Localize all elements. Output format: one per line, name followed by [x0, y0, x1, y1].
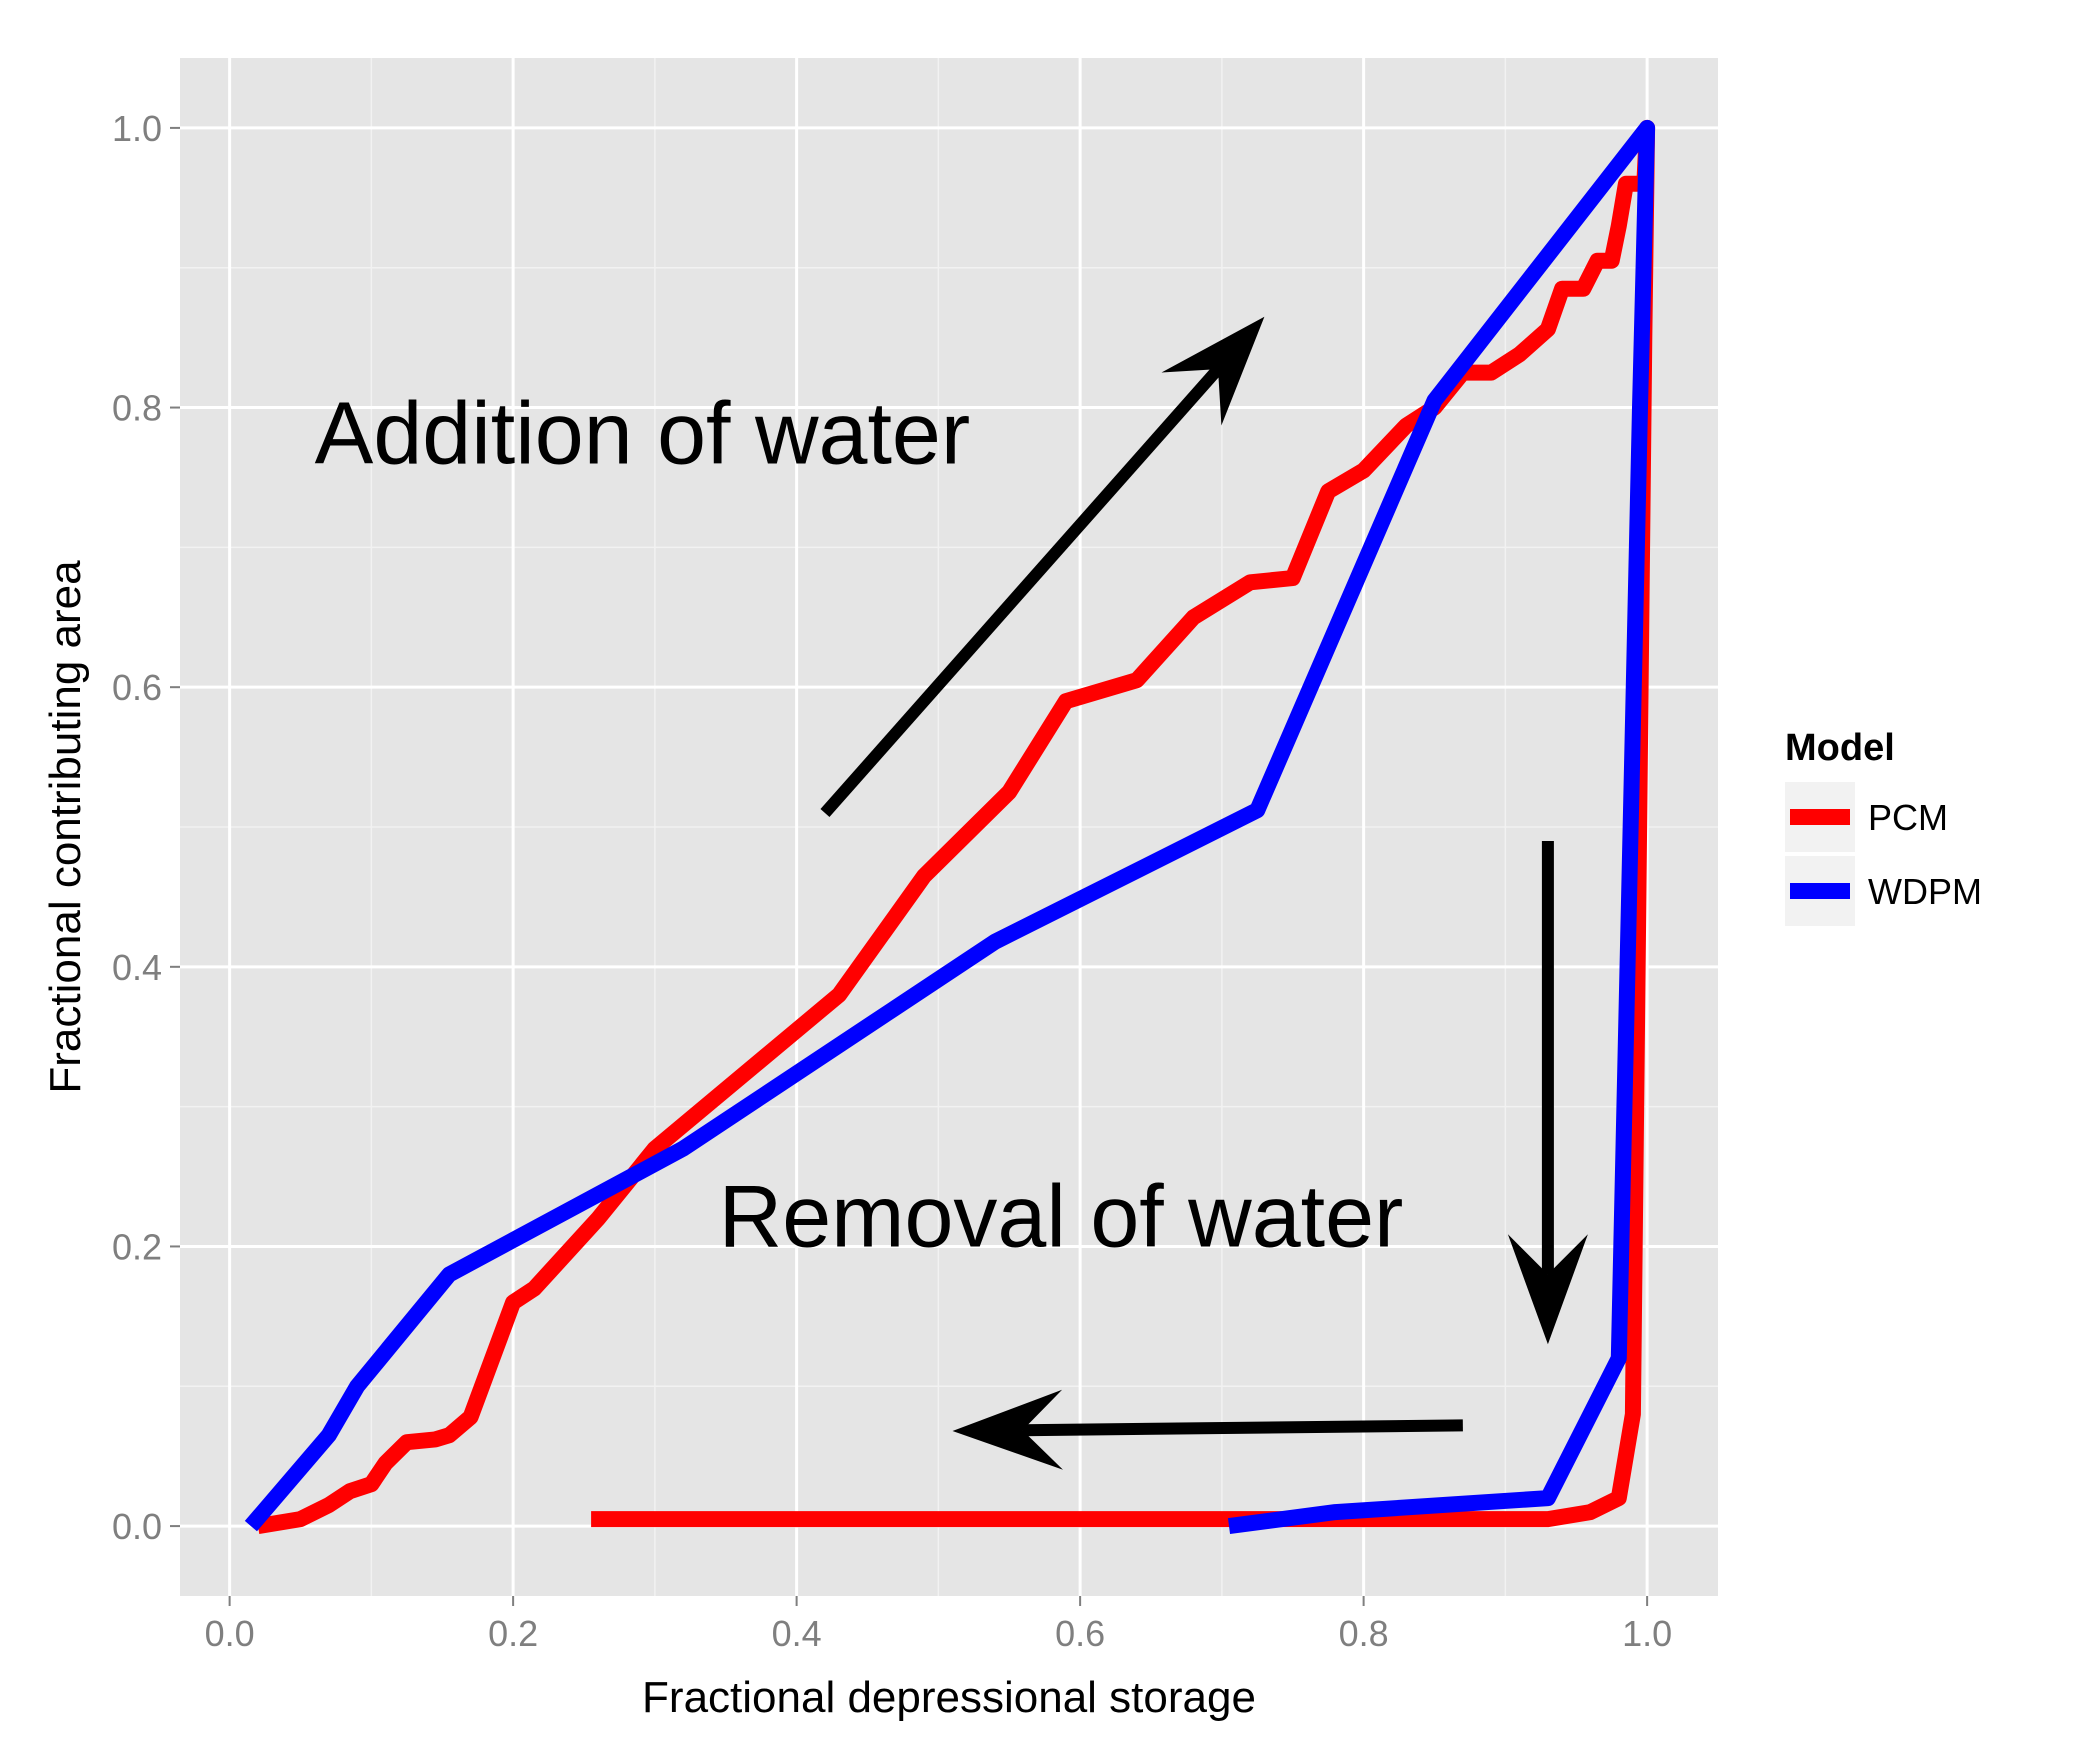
x-tick-label: 0.2	[488, 1613, 538, 1654]
arrow-shaft	[820, 365, 1223, 817]
y-tick-label: 1.0	[112, 108, 162, 149]
y-tick-label: 0.2	[112, 1226, 162, 1267]
arrow-shaft	[1022, 1419, 1463, 1437]
x-tick-label: 0.6	[1055, 1613, 1105, 1654]
annotation-removal: Removal of water	[719, 1166, 1404, 1265]
y-axis-label: Fractional contributing area	[41, 560, 90, 1094]
x-tick-label: 0.8	[1339, 1613, 1389, 1654]
arrow-layer	[820, 316, 1588, 1470]
y-tick-label: 0.8	[112, 388, 162, 429]
x-tick-label: 1.0	[1622, 1613, 1672, 1654]
y-tick-label: 0.6	[112, 667, 162, 708]
arrow-head	[952, 1389, 1063, 1470]
annotation-addition: Addition of water	[315, 383, 971, 482]
arrow-head	[1507, 1234, 1588, 1345]
x-axis-label: Fractional depressional storage	[642, 1673, 1256, 1722]
minor-grid	[180, 58, 1718, 1596]
annotation-layer: Addition of water Removal of water	[315, 383, 1404, 1265]
x-tick-label: 0.0	[205, 1613, 255, 1654]
x-tick-label: 0.4	[772, 1613, 822, 1654]
series-layer	[244, 119, 1656, 1535]
legend-title: Model	[1785, 727, 1895, 769]
legend-label-wdpm: WDPM	[1868, 871, 1982, 912]
legend: Model PCM WDPM	[1785, 727, 1982, 926]
y-tick-label: 0.4	[112, 947, 162, 988]
series-line-wdpm	[244, 119, 1656, 1535]
y-tick-label: 0.0	[112, 1506, 162, 1547]
legend-label-pcm: PCM	[1868, 797, 1948, 838]
arrow-head	[1161, 316, 1265, 426]
axis-layer: 0.0 0.2 0.4 0.6 0.8 1.0 0.0 0.2 0.4 0.6 0.8 1.0	[112, 108, 1672, 1654]
